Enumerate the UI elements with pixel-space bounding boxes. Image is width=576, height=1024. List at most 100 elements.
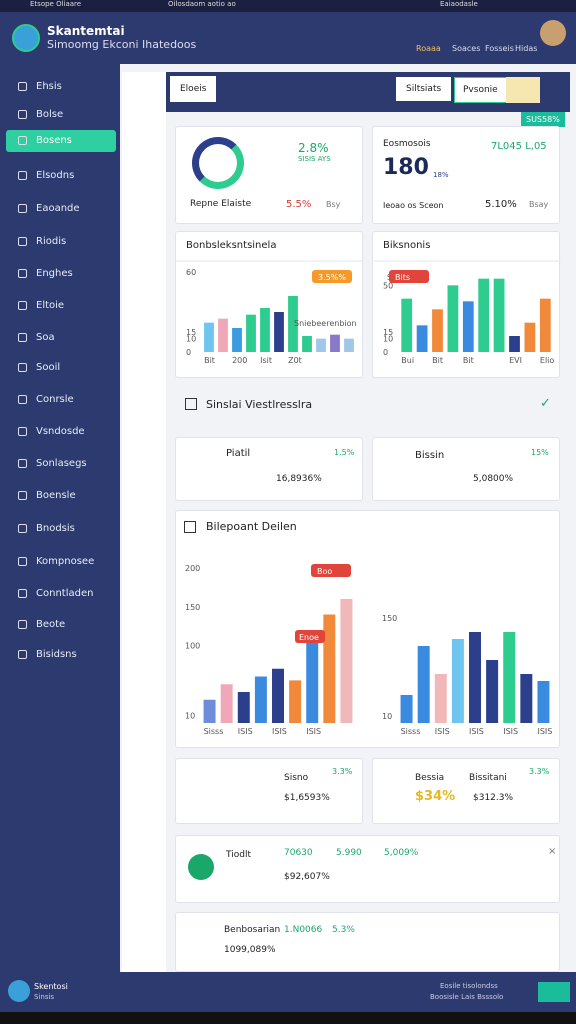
- nav-item[interactable]: Conrsle: [6, 389, 116, 411]
- nav-icon: [18, 395, 27, 404]
- nav-icon: [18, 136, 27, 145]
- button[interactable]: Siltsiats: [396, 77, 452, 101]
- name: Piatil: [226, 448, 251, 459]
- icon: [184, 521, 196, 533]
- bar: [344, 338, 354, 352]
- v1: 70630: [284, 848, 313, 858]
- browser-bar: Etsope Oliaare Oilosdaom aotio ao Eaiaod…: [0, 0, 576, 12]
- x-tick-label: Bit: [204, 356, 215, 365]
- note: Sniebeerenbion: [294, 319, 357, 328]
- bar: [503, 632, 516, 723]
- nav-item[interactable]: Boensle: [6, 485, 116, 507]
- bar: [539, 298, 551, 352]
- bar: [302, 336, 312, 352]
- avatar[interactable]: [540, 20, 566, 46]
- badge-bg: [311, 564, 351, 577]
- tab[interactable]: Etsope Oliaare: [30, 0, 82, 8]
- nav-item[interactable]: Bolse: [6, 104, 116, 126]
- y-tick-label: 10: [186, 335, 196, 344]
- nav-item[interactable]: Beote: [6, 614, 116, 636]
- action[interactable]: Roaaa: [416, 44, 441, 53]
- nav-item[interactable]: Kompnosee: [6, 551, 116, 573]
- value: 180: [383, 155, 429, 180]
- nav-item[interactable]: Sooil: [6, 357, 116, 379]
- bar: [493, 278, 505, 352]
- donut: [192, 137, 244, 189]
- sub: 18%: [433, 171, 449, 179]
- icon-button[interactable]: [506, 77, 540, 103]
- nav-icon: [18, 589, 27, 598]
- chart-card: Bonbsleksntsinela 0 10 15 60 Bit 200 Isit Z0t 3.5…: [175, 231, 364, 378]
- bar: [274, 312, 284, 352]
- y-tick-label: 0: [383, 348, 388, 357]
- x-tick-label: Isit: [260, 356, 272, 365]
- chart: 10 150 Sisss ISIS ISIS ISIS ISIS: [372, 548, 560, 748]
- nav-item[interactable]: Vsndosde: [6, 421, 116, 443]
- nav-item[interactable]: Bosens: [6, 130, 116, 152]
- tab[interactable]: Eaiaodasle: [440, 0, 478, 8]
- nav-item[interactable]: Eaoande: [6, 198, 116, 220]
- tab[interactable]: Oilosdaom aotio ao: [168, 0, 236, 8]
- nav-item[interactable]: Eltoie: [6, 295, 116, 317]
- change: 15%: [531, 448, 549, 457]
- nav-icon: [18, 557, 27, 566]
- chart-title: Biksnonis: [383, 240, 430, 251]
- action[interactable]: Soaces: [452, 44, 481, 53]
- summary-card: 2.8% SISIS AYS Repne Elaiste 5.5% Bsy: [175, 126, 363, 224]
- nav-icon: [18, 524, 27, 533]
- nav-icon: [18, 363, 27, 372]
- footer-subtitle: Sinsis: [34, 993, 55, 1001]
- nav-item[interactable]: Elsodns: [6, 165, 116, 187]
- bar: [400, 695, 413, 723]
- bar: [537, 681, 550, 723]
- check: ✓: [540, 396, 551, 411]
- bar: [316, 338, 326, 352]
- close[interactable]: ×: [548, 846, 557, 857]
- nav-item[interactable]: Bnodsis: [6, 518, 116, 540]
- bar: [288, 296, 298, 352]
- bar: [306, 637, 319, 723]
- nav-item[interactable]: Riodis: [6, 231, 116, 253]
- app-subtitle: Simoomg Ekconi Ihatedoos: [47, 38, 197, 51]
- y-tick-label: 60: [186, 268, 196, 277]
- bar-chart: 10 150 Sisss ISIS ISIS ISIS ISIS: [382, 614, 552, 736]
- nav-item[interactable]: Ehsis: [6, 76, 116, 98]
- nav-item[interactable]: Enghes: [6, 263, 116, 285]
- nav-item[interactable]: Bisidsns: [6, 644, 116, 666]
- button[interactable]: [538, 982, 570, 1002]
- name: Bissitani: [469, 773, 507, 783]
- bar: [260, 308, 270, 352]
- x-tick-label: Sisss: [204, 727, 224, 736]
- x-tick-label: 200: [232, 356, 247, 365]
- value: $312.3%: [473, 793, 514, 803]
- x-tick-label: ISIS: [435, 727, 450, 736]
- bar: [237, 692, 250, 723]
- app-title: Skantemtai: [47, 24, 125, 38]
- nav-item[interactable]: Conntladen: [6, 583, 116, 605]
- name: Bissin: [415, 450, 445, 461]
- tab[interactable]: Eloeis: [170, 76, 217, 102]
- icon: [185, 398, 197, 410]
- action[interactable]: Fosseis: [485, 44, 514, 53]
- x-tick-label: ISIS: [503, 727, 518, 736]
- nav-icon: [18, 459, 27, 468]
- name: Tiodlt: [226, 850, 251, 860]
- chart-title: Bonbsleksntsinela: [186, 240, 276, 251]
- x-tick-label: Elio: [540, 356, 555, 365]
- nav-item[interactable]: Sonlasegs: [6, 453, 116, 475]
- metric-card: Piatil 1.5% 16,8936%: [175, 437, 363, 501]
- y-tick-label: 10: [185, 711, 195, 720]
- bar: [417, 646, 430, 723]
- nav-item[interactable]: Soa: [6, 327, 116, 349]
- label: Ieoao os Sceon: [383, 201, 444, 210]
- nav-icon: [18, 110, 27, 119]
- period: Bsy: [326, 200, 341, 209]
- y-tick-label: 150: [382, 614, 397, 623]
- action[interactable]: Hidas: [515, 44, 538, 53]
- sidebar: Ehsis Bolse Bosens Elsodns Eaoande Riodis Engh…: [0, 64, 120, 972]
- v1: 1.N0066: [284, 925, 323, 935]
- x-tick-label: Z0t: [288, 356, 302, 365]
- bar: [469, 632, 481, 723]
- button[interactable]: Pvsonie: [454, 77, 507, 103]
